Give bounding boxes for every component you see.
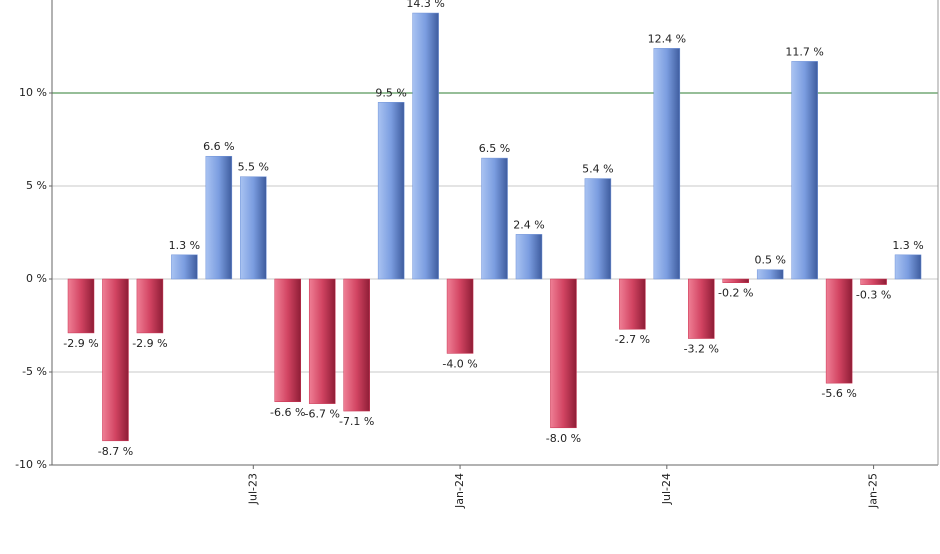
bar — [825, 278, 853, 384]
value-label: 5.4 % — [582, 163, 613, 176]
bar — [240, 176, 267, 280]
bar — [515, 234, 543, 280]
bar — [791, 61, 818, 280]
value-label: 12.4 % — [648, 32, 686, 45]
bar — [412, 12, 439, 280]
value-label: -0.2 % — [718, 287, 753, 300]
bar — [136, 278, 164, 334]
bar — [308, 278, 336, 404]
value-label: 6.5 % — [479, 142, 510, 155]
value-label: 5.5 % — [238, 161, 269, 174]
bar — [584, 178, 612, 280]
value-label: 1.3 % — [892, 239, 923, 252]
y-tick-label: 5 % — [26, 179, 47, 192]
x-tick-label: Jul-24 — [660, 473, 673, 505]
y-tick-label: -5 % — [22, 365, 47, 378]
bar — [205, 155, 233, 280]
value-label: 0.5 % — [754, 254, 785, 267]
value-label: -2.9 % — [63, 337, 98, 350]
x-tick-label: Jan-25 — [867, 473, 880, 509]
bar — [722, 278, 749, 283]
value-label: -4.0 % — [442, 357, 477, 370]
bar — [377, 102, 405, 280]
bar — [550, 278, 577, 429]
bar — [481, 157, 508, 280]
bar — [343, 278, 370, 412]
x-tick-label: Jan-24 — [453, 473, 466, 509]
value-label: -2.7 % — [615, 333, 650, 346]
x-tick-label: Jul-23 — [246, 473, 259, 505]
value-label: 14.3 % — [406, 0, 444, 10]
bar — [894, 254, 922, 280]
y-tick-label: 10 % — [19, 86, 47, 99]
value-label: -7.1 % — [339, 415, 374, 428]
value-label: 9.5 % — [375, 86, 406, 99]
y-tick-label: 0 % — [26, 272, 47, 285]
bar — [653, 48, 681, 280]
bar — [274, 278, 302, 403]
value-label: -3.2 % — [684, 343, 719, 356]
bar — [860, 278, 887, 285]
bar — [171, 254, 198, 280]
bar — [688, 278, 715, 339]
bar — [67, 278, 95, 334]
value-label: 1.3 % — [169, 239, 200, 252]
bar — [756, 269, 784, 280]
value-label: 6.6 % — [203, 140, 234, 153]
bar — [619, 278, 646, 330]
value-label: -6.7 % — [305, 408, 340, 421]
y-tick-label: -10 % — [15, 458, 47, 471]
value-label: -8.0 % — [546, 432, 581, 445]
bar — [102, 278, 129, 442]
value-label: -8.7 % — [98, 445, 133, 458]
value-label: -2.9 % — [132, 337, 167, 350]
value-label: -0.3 % — [856, 289, 891, 302]
value-label: -6.6 % — [270, 406, 305, 419]
value-label: 11.7 % — [785, 45, 823, 58]
bar — [446, 278, 474, 354]
value-label: 2.4 % — [513, 218, 544, 231]
value-label: -5.6 % — [821, 387, 856, 400]
